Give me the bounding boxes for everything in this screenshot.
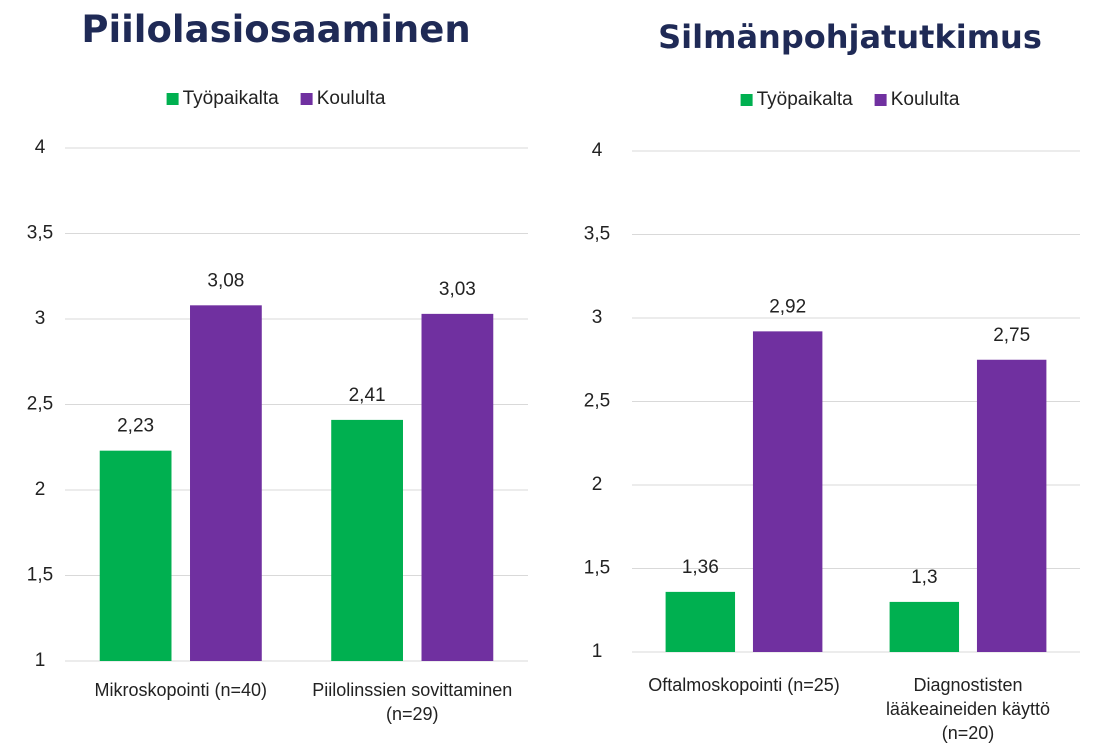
bar xyxy=(976,359,1047,652)
legend-swatch xyxy=(300,93,313,105)
legend: Työpaikalta Koululta xyxy=(740,89,960,111)
y-tick-label: 3,5 xyxy=(584,224,610,245)
y-tick-label: 2 xyxy=(592,474,603,495)
value-label: 2,23 xyxy=(117,416,154,437)
legend-item: Koululta xyxy=(300,88,386,110)
bar xyxy=(752,331,823,652)
legend-swatch xyxy=(874,94,887,106)
y-tick-label: 1 xyxy=(592,641,603,662)
value-label: 2,41 xyxy=(349,385,386,406)
y-tick-label: 1,5 xyxy=(584,558,610,579)
value-label: 1,36 xyxy=(682,557,719,578)
value-label: 2,75 xyxy=(993,325,1030,346)
y-tick-label: 1,5 xyxy=(27,565,53,586)
legend-swatch xyxy=(740,94,753,106)
y-tick-label: 4 xyxy=(35,137,46,158)
value-label: 3,08 xyxy=(207,270,244,291)
bar xyxy=(889,601,960,652)
value-label: 3,03 xyxy=(439,279,476,300)
y-tick-label: 1 xyxy=(35,650,46,671)
y-tick-label: 3 xyxy=(35,308,46,329)
y-tick-label: 2,5 xyxy=(584,391,610,412)
legend-label: Työpaikalta xyxy=(182,88,279,109)
y-tick-label: 2 xyxy=(35,479,46,500)
x-tick-label: Diagnostisten lääkeaineiden käyttö (n=20… xyxy=(885,675,1051,743)
bar xyxy=(331,419,403,661)
value-label: 2,92 xyxy=(769,296,806,317)
y-tick-label: 2,5 xyxy=(27,394,53,415)
x-tick-label: Oftalmoskopointi (n=25) xyxy=(648,675,840,695)
y-tick-label: 4 xyxy=(592,140,603,161)
legend-swatch xyxy=(166,93,179,105)
x-tick-label: Mikroskopointi (n=40) xyxy=(94,680,268,700)
chart-title: Piilolasiosaaminen xyxy=(81,8,471,51)
legend-label: Työpaikalta xyxy=(756,89,853,110)
chart-title: Silmänpohjatutkimus xyxy=(658,18,1042,56)
legend-label: Koululta xyxy=(890,89,960,110)
legend: Työpaikalta Koululta xyxy=(166,88,386,110)
legend-item: Koululta xyxy=(874,89,960,111)
bar xyxy=(99,450,172,661)
y-tick-label: 3 xyxy=(592,307,603,328)
legend-label: Koululta xyxy=(316,88,386,109)
bar xyxy=(665,591,736,652)
value-label: 1,3 xyxy=(911,567,937,588)
bar xyxy=(421,313,494,661)
legend-item: Työpaikalta xyxy=(166,88,279,110)
bar xyxy=(190,305,262,661)
y-tick-label: 3,5 xyxy=(27,223,53,244)
x-tick-label: Piilolinssien sovittaminen (n=29) xyxy=(312,680,513,724)
legend-item: Työpaikalta xyxy=(740,89,853,111)
